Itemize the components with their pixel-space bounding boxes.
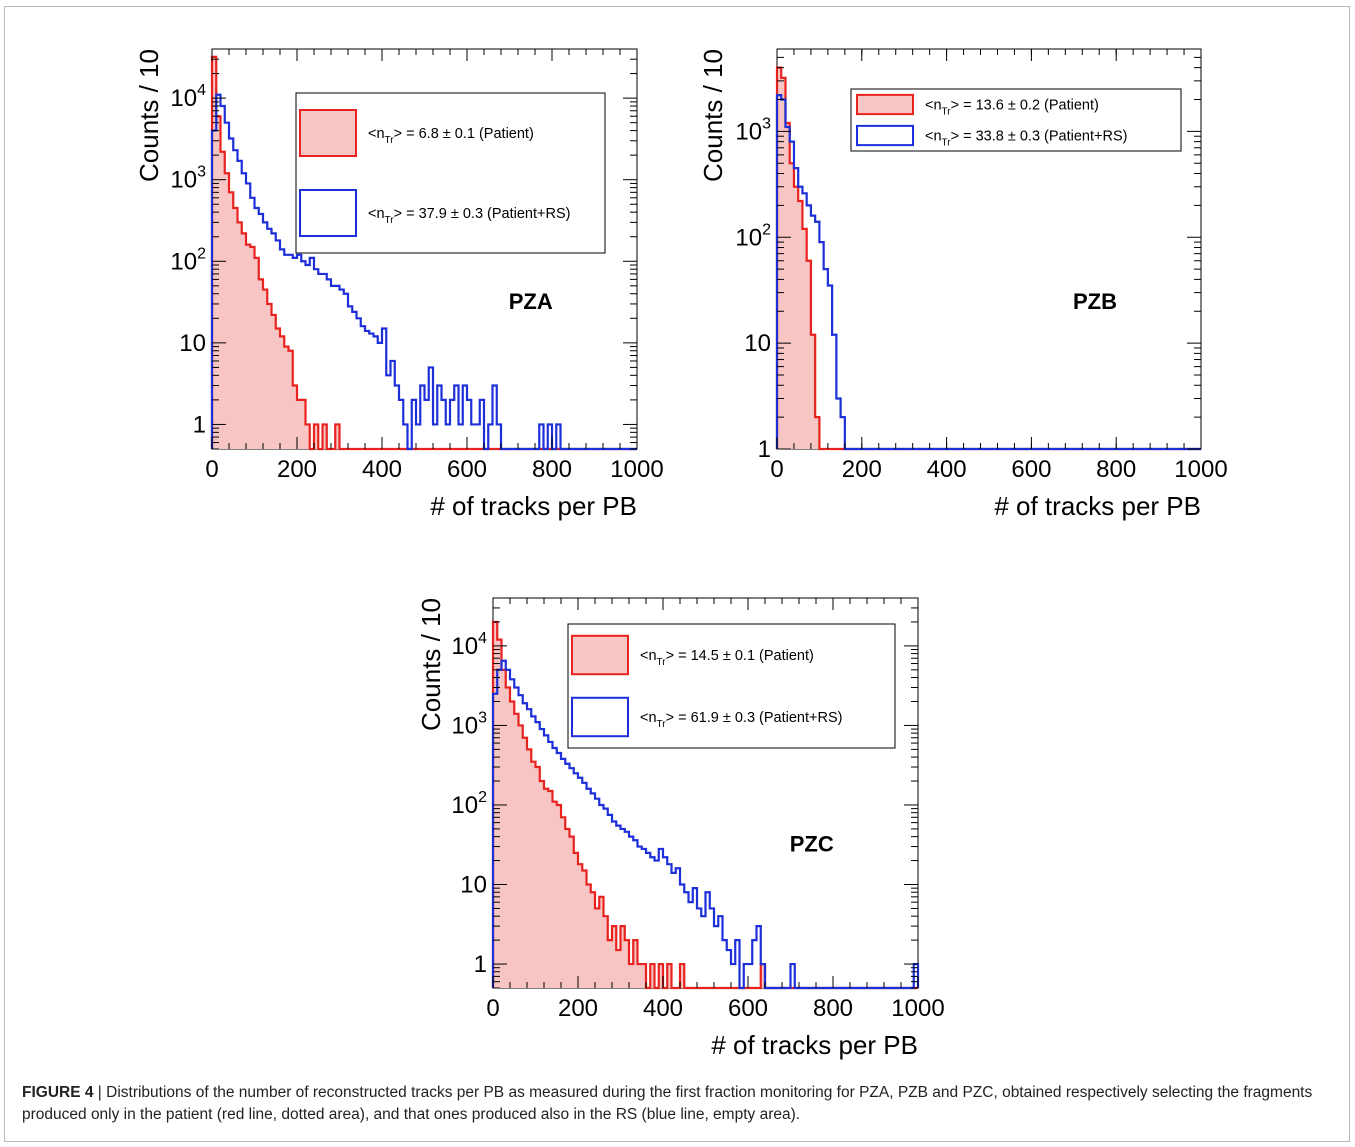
legend-entry-patient-rs: <nTr> = 61.9 ± 0.3 (Patient+RS)	[640, 710, 842, 730]
y-tick-label: 1	[474, 951, 487, 978]
legend-entry-prefix: <n	[640, 710, 657, 726]
y-tick-label: 103	[451, 709, 487, 739]
legend-swatch-patient-rs	[299, 189, 357, 237]
legend-entry-patient: <nTr> = 6.8 ± 0.1 (Patient)	[368, 126, 534, 146]
y-tick-label: 1	[758, 436, 771, 463]
x-tick-label: 400	[643, 995, 683, 1022]
y-tick-label: 102	[735, 221, 771, 251]
y-axis-title: Counts / 10	[134, 49, 164, 182]
figure-caption: FIGURE 4 | Distributions of the number o…	[22, 1082, 1332, 1126]
legend-entry-prefix: <n	[368, 126, 385, 142]
legend-entry-patient: <nTr> = 14.5 ± 0.1 (Patient)	[640, 648, 814, 668]
panel-label: PZC	[790, 832, 834, 857]
y-tick-exponent: 4	[197, 82, 206, 99]
legend-swatch-patient	[856, 93, 914, 116]
histogram-line-patient-rs	[491, 659, 920, 990]
caption-text: Distributions of the number of reconstru…	[22, 1084, 1313, 1123]
x-axis-title: # of tracks per PB	[994, 491, 1201, 521]
histogram-fill-patient	[212, 56, 340, 449]
histogram-line-patient	[775, 66, 1201, 451]
y-tick-exponent: 4	[478, 630, 487, 647]
y-tick-exponent: 2	[478, 789, 487, 806]
legend-entry-suffix: > = 61.9 ± 0.3 (Patient+RS)	[666, 710, 843, 726]
x-tick-label: 400	[927, 456, 967, 483]
legend-entry-suffix: > = 33.8 ± 0.3 (Patient+RS)	[951, 129, 1128, 145]
x-tick-label: 800	[532, 456, 572, 483]
x-tick-label: 800	[1096, 456, 1136, 483]
legend-entry-subscript: Tr	[385, 215, 395, 226]
x-tick-label: 1000	[610, 456, 663, 483]
histogram-panel-pzc: 0 200 400 600 800 1000 1 10 102 103 104 # of tracks…	[416, 597, 945, 1060]
legend-entry-subscript: Tr	[657, 719, 667, 730]
x-tick-label: 1000	[891, 995, 944, 1022]
y-axis-title: Counts / 10	[698, 49, 728, 182]
legend-entry-suffix: > = 13.6 ± 0.2 (Patient)	[951, 98, 1099, 114]
legend-swatch-patient	[571, 634, 629, 676]
legend-entry-patient: <nTr> = 13.6 ± 0.2 (Patient)	[925, 98, 1099, 118]
y-tick-exponent: 2	[762, 221, 771, 238]
legend-entry-prefix: <n	[368, 206, 385, 222]
x-tick-label: 1000	[1174, 456, 1227, 483]
x-tick-label: 0	[205, 456, 218, 483]
y-tick-label: 10	[460, 872, 487, 899]
legend-entry-prefix: <n	[640, 648, 657, 664]
histogram-line-patient	[210, 55, 637, 451]
y-tick-exponent: 3	[762, 115, 771, 132]
legend-entry-subscript: Tr	[657, 657, 667, 668]
histogram-fill-patient	[493, 621, 765, 988]
histogram-line-patient-rs	[775, 94, 1201, 451]
x-tick-label: 0	[486, 995, 499, 1022]
x-tick-label: 800	[813, 995, 853, 1022]
histogram-fill-patient	[777, 67, 820, 449]
legend-entry-subscript: Tr	[942, 107, 952, 118]
legend-entry-patient-rs: <nTr> = 37.9 ± 0.3 (Patient+RS)	[368, 206, 570, 226]
legend-entry-subscript: Tr	[942, 138, 952, 149]
caption-label: FIGURE 4	[22, 1084, 94, 1101]
legend-entry-prefix: <n	[925, 98, 942, 114]
x-tick-label: 600	[1011, 456, 1051, 483]
y-tick-exponent: 3	[478, 709, 487, 726]
panel-label: PZB	[1073, 289, 1117, 314]
y-tick-label: 104	[170, 82, 206, 112]
legend-entry-prefix: <n	[925, 129, 942, 145]
x-tick-label: 200	[558, 995, 598, 1022]
x-axis-title: # of tracks per PB	[711, 1030, 918, 1060]
legend-entry-subscript: Tr	[385, 135, 395, 146]
y-tick-label: 102	[451, 789, 487, 819]
x-tick-label: 200	[842, 456, 882, 483]
histogram-line-patient	[491, 620, 918, 990]
y-tick-label: 10	[744, 330, 771, 357]
legend-entry-suffix: > = 6.8 ± 0.1 (Patient)	[394, 126, 534, 142]
y-tick-exponent: 3	[197, 164, 206, 181]
y-tick-exponent: 2	[197, 245, 206, 262]
panel-label: PZA	[509, 289, 553, 314]
legend-swatch-patient	[299, 109, 357, 157]
legend-entry-patient-rs: <nTr> = 33.8 ± 0.3 (Patient+RS)	[925, 129, 1127, 149]
legend-entry-suffix: > = 14.5 ± 0.1 (Patient)	[666, 648, 814, 664]
legend-swatch-patient-rs	[571, 696, 629, 738]
x-tick-label: 600	[447, 456, 487, 483]
histogram-line-patient-rs	[210, 93, 637, 451]
legend-swatch-patient-rs	[856, 124, 914, 147]
legend-entry-suffix: > = 37.9 ± 0.3 (Patient+RS)	[394, 206, 571, 222]
x-axis-title: # of tracks per PB	[430, 491, 637, 521]
x-tick-label: 200	[277, 456, 317, 483]
x-tick-label: 600	[728, 995, 768, 1022]
x-tick-label: 0	[770, 456, 783, 483]
y-tick-label: 104	[451, 630, 487, 660]
y-tick-label: 1	[193, 411, 206, 438]
caption-separator: |	[93, 1084, 107, 1101]
y-axis-title: Counts / 10	[416, 598, 446, 731]
figure-frame	[4, 6, 1350, 1142]
y-tick-label: 10	[179, 330, 206, 357]
x-tick-label: 400	[362, 456, 402, 483]
